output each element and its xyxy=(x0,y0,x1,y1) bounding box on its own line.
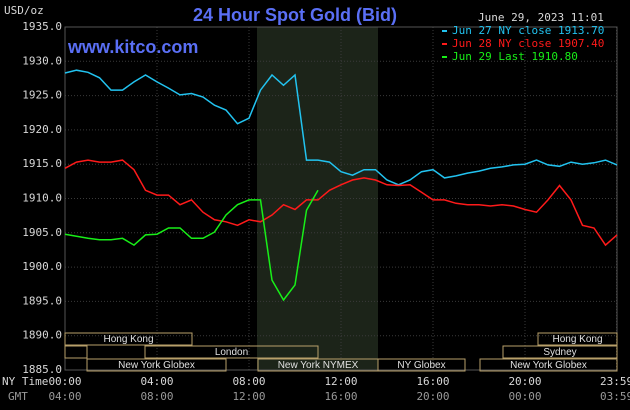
legend-swatch xyxy=(442,43,447,45)
y-tick-label: 1900.0 xyxy=(22,260,62,273)
legend-label: Jun 28 NY close 1907.40 xyxy=(452,37,604,50)
legend-swatch xyxy=(442,56,447,58)
x2-tick-label: 20:00 xyxy=(416,390,449,403)
x2-tick-label: 08:00 xyxy=(140,390,173,403)
y-tick-label: 1890.0 xyxy=(22,329,62,342)
session-box xyxy=(377,358,466,372)
y-tick-label: 1910.0 xyxy=(22,192,62,205)
series-line xyxy=(64,69,618,186)
session-label: Hong Kong xyxy=(103,334,153,345)
x-tick-label: 12:00 xyxy=(324,375,357,388)
x-tick-label: 20:00 xyxy=(508,375,541,388)
y-axis-label: USD/oz xyxy=(4,4,44,17)
legend-label: Jun 27 NY close 1913.70 xyxy=(452,24,604,37)
session-label: New York NYMEX xyxy=(278,360,359,371)
legend-swatch xyxy=(442,30,447,32)
x2-tick-label: 04:00 xyxy=(48,390,81,403)
session-label: Hong Kong xyxy=(552,334,602,345)
series-line xyxy=(64,189,319,302)
x2-tick-label: 00:00 xyxy=(508,390,541,403)
x2-tick-label: 12:00 xyxy=(232,390,265,403)
watermark: www.kitco.com xyxy=(67,37,198,57)
x-tick-label: 04:00 xyxy=(140,375,173,388)
y-tick-label: 1935.0 xyxy=(22,20,62,33)
x-axis-label: NY Time xyxy=(2,375,48,388)
session-label: Sydney xyxy=(543,347,576,358)
x-tick-label: 16:00 xyxy=(416,375,449,388)
session-label: New York Globex xyxy=(118,360,195,371)
session-label: NY Globex xyxy=(397,360,445,371)
session-label: New York Globex xyxy=(510,360,587,371)
y-tick-label: 1905.0 xyxy=(22,226,62,239)
y-tick-label: 1920.0 xyxy=(22,123,62,136)
chart-title: 24 Hour Spot Gold (Bid) xyxy=(193,5,397,25)
x2-tick-label: 03:59 xyxy=(600,390,630,403)
x2-tick-label: 16:00 xyxy=(324,390,357,403)
x-tick-label: 23:59 xyxy=(600,375,630,388)
session-box xyxy=(64,345,88,359)
session-box xyxy=(502,345,618,359)
x2-axis-label: GMT xyxy=(8,390,28,403)
session-box xyxy=(479,358,618,372)
y-tick-label: 1895.0 xyxy=(22,294,62,307)
x-tick-label: 00:00 xyxy=(48,375,81,388)
x-tick-label: 08:00 xyxy=(232,375,265,388)
session-box xyxy=(64,332,193,346)
session-box xyxy=(537,332,618,346)
series-line xyxy=(64,159,618,247)
session-box xyxy=(144,345,319,359)
legend-label: Jun 29 Last 1910.80 xyxy=(452,50,578,63)
plot-frame xyxy=(64,26,618,371)
session-box xyxy=(86,358,227,372)
y-tick-label: 1925.0 xyxy=(22,89,62,102)
timestamp: June 29, 2023 11:01 xyxy=(478,11,604,24)
y-tick-label: 1885.0 xyxy=(22,363,62,376)
y-tick-label: 1915.0 xyxy=(22,157,62,170)
session-label: London xyxy=(215,347,248,358)
y-tick-label: 1930.0 xyxy=(22,54,62,67)
